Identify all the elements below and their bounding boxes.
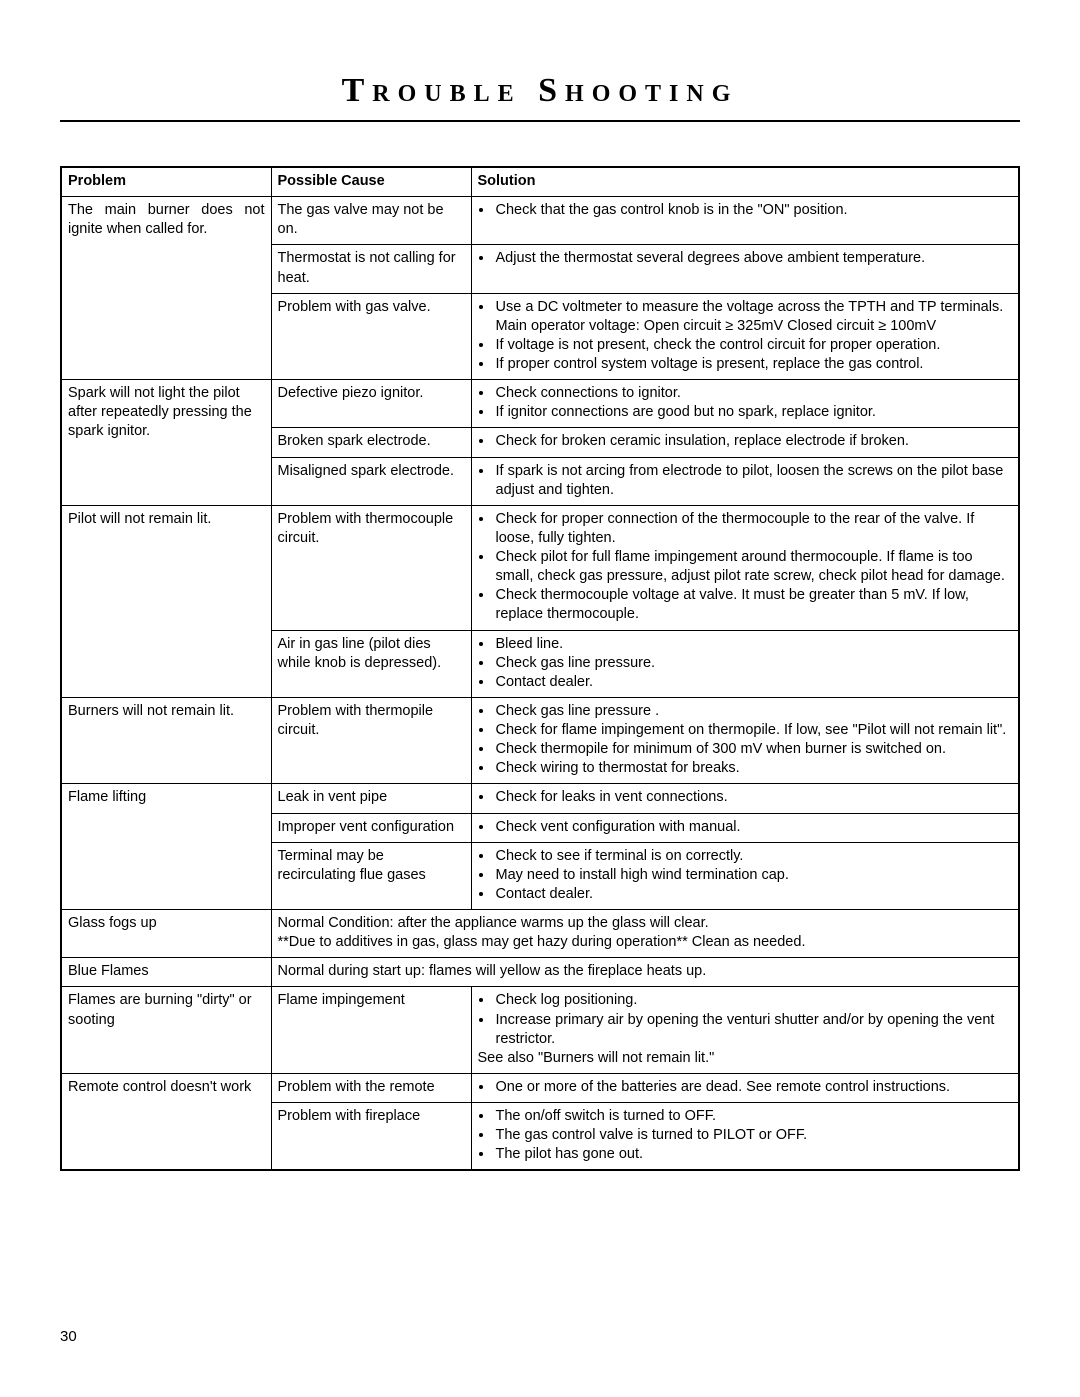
cause-cell: Problem with gas valve.: [271, 293, 471, 380]
solution-item: One or more of the batteries are dead. S…: [494, 1078, 1013, 1097]
solution-item: Check thermopile for minimum of 300 mV w…: [494, 740, 1013, 759]
cause-cell: The gas valve may not be on.: [271, 197, 471, 245]
cause-cell: Problem with thermocouple circuit.: [271, 505, 471, 630]
solution-item: Check for leaks in vent connections.: [494, 788, 1013, 807]
solution-item: Increase primary air by opening the vent…: [494, 1011, 1013, 1049]
cause-cell: Improper vent configuration: [271, 813, 471, 842]
cause-cell: Leak in vent pipe: [271, 784, 471, 813]
solution-item: May need to install high wind terminatio…: [494, 866, 1013, 885]
problem-cell: Blue Flames: [61, 958, 271, 987]
cause-cell: Broken spark electrode.: [271, 428, 471, 457]
solution-tail: See also "Burners will not remain lit.": [478, 1049, 1013, 1068]
page-title: Trouble Shooting: [60, 72, 1020, 122]
solution-cell: Adjust the thermostat several degrees ab…: [471, 245, 1019, 293]
solution-item: The on/off switch is turned to OFF.: [494, 1107, 1013, 1126]
solution-cell: The on/off switch is turned to OFF.The g…: [471, 1103, 1019, 1171]
troubleshooting-table: Problem Possible Cause Solution The main…: [60, 166, 1020, 1171]
problem-cell: Glass fogs up: [61, 910, 271, 958]
table-row: Pilot will not remain lit.Problem with t…: [61, 505, 1019, 630]
solution-item: Check for proper connection of the therm…: [494, 510, 1013, 548]
problem-cell: Flame lifting: [61, 784, 271, 910]
solution-item: Check vent configuration with manual.: [494, 818, 1013, 837]
solution-item: Check wiring to thermostat for breaks.: [494, 759, 1013, 778]
solution-item: Use a DC voltmeter to measure the voltag…: [494, 298, 1013, 336]
solution-item: Bleed line.: [494, 635, 1013, 654]
problem-cell: Pilot will not remain lit.: [61, 505, 271, 697]
header-solution: Solution: [471, 167, 1019, 197]
problem-cell: Spark will not light the pilot after rep…: [61, 380, 271, 506]
solution-item: If spark is not arcing from electrode to…: [494, 462, 1013, 500]
table-row: Burners will not remain lit.Problem with…: [61, 697, 1019, 784]
solution-cell: Check for broken ceramic insulation, rep…: [471, 428, 1019, 457]
problem-cell: Burners will not remain lit.: [61, 697, 271, 784]
solution-item: Check for flame impingement on thermopil…: [494, 721, 1013, 740]
cause-cell: Air in gas line (pilot dies while knob i…: [271, 630, 471, 697]
problem-cell: Flames are burning "dirty" or sooting: [61, 987, 271, 1074]
solution-cell: One or more of the batteries are dead. S…: [471, 1073, 1019, 1102]
solution-item: The gas control valve is turned to PILOT…: [494, 1126, 1013, 1145]
table-row: Glass fogs upNormal Condition: after the…: [61, 910, 1019, 958]
solution-item: Check gas line pressure .: [494, 702, 1013, 721]
table-row: Flame liftingLeak in vent pipeCheck for …: [61, 784, 1019, 813]
cause-cell: Thermostat is not calling for heat.: [271, 245, 471, 293]
solution-item: Check for broken ceramic insulation, rep…: [494, 432, 1013, 451]
solution-item: The pilot has gone out.: [494, 1145, 1013, 1164]
problem-cell: The main burner does notignite when call…: [61, 197, 271, 380]
header-cause: Possible Cause: [271, 167, 471, 197]
solution-cell: If spark is not arcing from electrode to…: [471, 457, 1019, 505]
solution-item: Check connections to ignitor.: [494, 384, 1013, 403]
cause-cell: Flame impingement: [271, 987, 471, 1074]
solution-cell: Bleed line.Check gas line pressure.Conta…: [471, 630, 1019, 697]
cause-cell: Misaligned spark electrode.: [271, 457, 471, 505]
solution-cell: Check log positioning.Increase primary a…: [471, 987, 1019, 1074]
table-row: Remote control doesn't workProblem with …: [61, 1073, 1019, 1102]
solution-item: Check gas line pressure.: [494, 654, 1013, 673]
solution-cell: Check for leaks in vent connections.: [471, 784, 1019, 813]
solution-item: Check to see if terminal is on correctly…: [494, 847, 1013, 866]
solution-item: Check pilot for full flame impingement a…: [494, 548, 1013, 586]
cause-cell: Defective piezo ignitor.: [271, 380, 471, 428]
page-number: 30: [60, 1328, 77, 1345]
solution-item: Check log positioning.: [494, 991, 1013, 1010]
solution-cell: Check vent configuration with manual.: [471, 813, 1019, 842]
solution-cell: Check for proper connection of the therm…: [471, 505, 1019, 630]
solution-item: Check thermocouple voltage at valve. It …: [494, 586, 1013, 624]
solution-item: Contact dealer.: [494, 885, 1013, 904]
cause-cell: Problem with the remote: [271, 1073, 471, 1102]
table-row: The main burner does notignite when call…: [61, 197, 1019, 245]
problem-cell: Remote control doesn't work: [61, 1073, 271, 1170]
table-row: Blue FlamesNormal during start up: flame…: [61, 958, 1019, 987]
solution-item: Contact dealer.: [494, 673, 1013, 692]
solution-item: If ignitor connections are good but no s…: [494, 403, 1013, 422]
table-row: Flames are burning "dirty" or sootingFla…: [61, 987, 1019, 1074]
solution-cell: Check connections to ignitor.If ignitor …: [471, 380, 1019, 428]
solution-cell: Check that the gas control knob is in th…: [471, 197, 1019, 245]
solution-cell: Use a DC voltmeter to measure the voltag…: [471, 293, 1019, 380]
solution-cell: Check gas line pressure .Check for flame…: [471, 697, 1019, 784]
cause-cell: Problem with fireplace: [271, 1103, 471, 1171]
solution-item: Adjust the thermostat several degrees ab…: [494, 249, 1013, 268]
solution-cell: Check to see if terminal is on correctly…: [471, 842, 1019, 909]
note-cell: Normal Condition: after the appliance wa…: [271, 910, 1019, 958]
solution-item: If proper control system voltage is pres…: [494, 355, 1013, 374]
table-row: Spark will not light the pilot after rep…: [61, 380, 1019, 428]
cause-cell: Problem with thermopile circuit.: [271, 697, 471, 784]
table-header-row: Problem Possible Cause Solution: [61, 167, 1019, 197]
cause-cell: Terminal may be recirculating flue gases: [271, 842, 471, 909]
header-problem: Problem: [61, 167, 271, 197]
solution-item: Check that the gas control knob is in th…: [494, 201, 1013, 220]
note-cell: Normal during start up: flames will yell…: [271, 958, 1019, 987]
solution-item: If voltage is not present, check the con…: [494, 336, 1013, 355]
